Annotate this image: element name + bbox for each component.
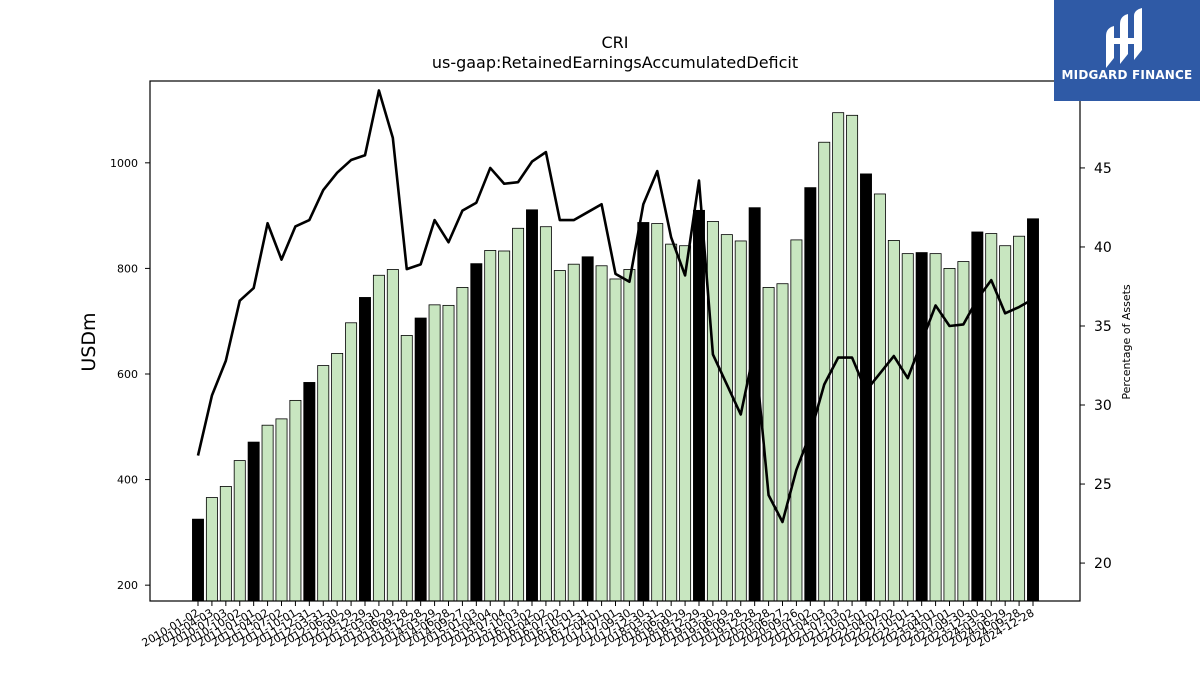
bar [470,263,483,602]
right-tick-label: 35 [1094,319,1112,335]
chart-title: CRI [601,33,628,52]
bar [581,256,594,602]
bar [623,269,636,602]
left-tick-label: 800 [117,262,138,275]
bar [442,304,455,602]
bar [776,283,789,602]
bar [1013,235,1026,602]
x-axis-ticks: 2010-01-022010-04-032010-07-032010-10-02… [140,601,1037,650]
bar [595,265,608,602]
bar [219,486,232,602]
line-group [196,89,1034,524]
bar [873,193,886,602]
bar [372,274,385,602]
right-tick-label: 25 [1094,477,1112,493]
bar [734,240,747,602]
bar [553,270,566,602]
bar [345,322,358,602]
left-tick-label: 200 [117,579,138,592]
bar [498,250,511,602]
bar [400,335,413,602]
bar [637,222,650,602]
bar [720,234,733,602]
bar [261,424,274,602]
right-tick-label: 20 [1094,556,1112,572]
bar [414,317,427,602]
right-tick-label: 30 [1094,398,1112,414]
bar [275,418,288,602]
bar [887,240,900,602]
bar [247,441,260,602]
plot-frame [149,80,1081,602]
bar [456,287,469,602]
bar [818,141,831,602]
bar [205,497,218,602]
bar [901,253,914,602]
bar [317,365,330,602]
bar [609,278,622,602]
bar [665,243,678,602]
bar [915,252,928,602]
bar [359,297,371,602]
bar [428,304,441,602]
y-axis-label: USDm [78,312,100,371]
right-axis-ticks: 20 25 30 35 40 45 [1080,161,1112,572]
bar [233,460,246,602]
right-tick-label: 45 [1094,161,1112,177]
bar [289,399,302,602]
bar [1027,218,1039,602]
bar [539,226,552,602]
bar [192,518,204,602]
bar [331,353,344,602]
left-tick-label: 600 [117,368,138,381]
chart-subtitle: us-gaap:RetainedEarningsAccumulatedDefic… [432,53,798,72]
bar [804,187,817,602]
bar [679,245,692,602]
brand-logo: MIDGARD FINANCE [1054,0,1200,101]
bar [748,207,761,602]
bar [484,250,497,602]
bars-group [192,112,1039,602]
bar [971,231,984,602]
logo-mark-icon [1106,8,1142,68]
bar [790,239,803,602]
left-axis-ticks: 200 400 600 800 1000 [110,157,150,592]
bar [303,382,316,602]
bar [957,261,970,602]
right-tick-label: 40 [1094,240,1112,256]
bar [386,269,399,602]
y2-axis-label: Percentage of Assets [1120,284,1133,400]
bar [693,209,705,602]
logo-text: MIDGARD FINANCE [1061,68,1193,82]
bar [651,223,664,602]
percentage-line [196,89,1034,524]
bar [706,221,719,602]
left-tick-label: 1000 [110,157,138,170]
bar [512,227,525,602]
bar [526,209,538,602]
bar [567,263,580,602]
left-tick-label: 400 [117,474,138,487]
bar [999,245,1012,602]
